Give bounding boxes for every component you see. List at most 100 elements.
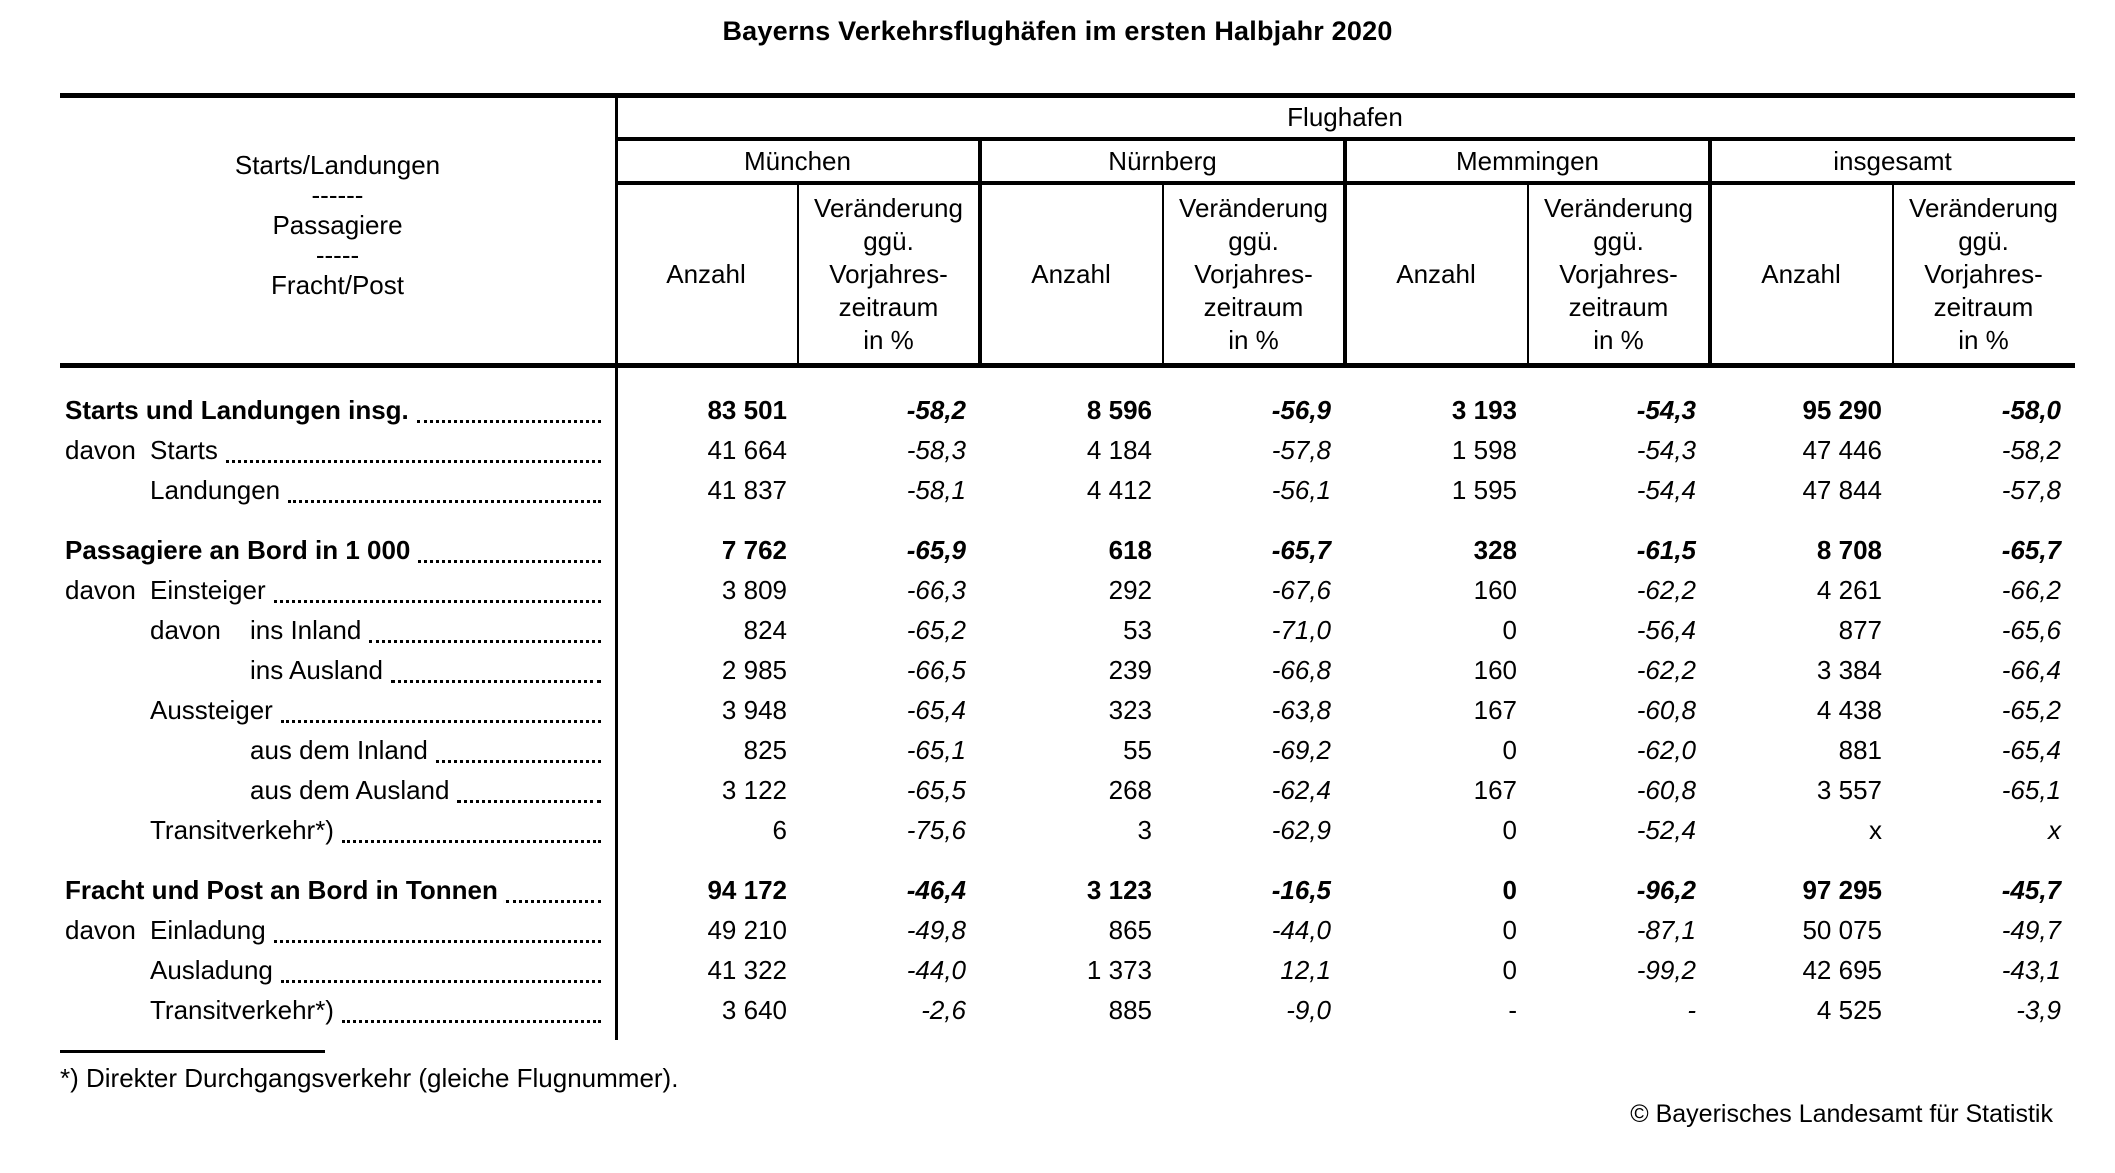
change-value: -56,4	[1636, 615, 1696, 645]
change-value: -69,2	[1271, 735, 1331, 765]
dotted-leader	[288, 477, 601, 503]
row-prefix: davon	[65, 574, 136, 605]
change-value: -65,7	[1271, 535, 1331, 565]
change-value: -62,4	[1271, 775, 1331, 805]
row-label-cell: ins Ausland	[60, 655, 615, 686]
row-label: Landungen	[150, 474, 281, 505]
change-value: -65,1	[2001, 775, 2061, 805]
table-row: davon Einladung 49 210 -49,8 865 -44,0 0 -87,1 5…	[60, 910, 2075, 950]
row-label: Einladung	[150, 914, 266, 945]
row-label: aus dem Ausland	[250, 774, 450, 805]
row-label: Transitverkehr*)	[150, 814, 334, 845]
subheader-line: Vorjahres-	[829, 258, 948, 289]
column-header-memmingen: Memmingen	[1455, 146, 1600, 176]
count-value: 47 844	[1802, 475, 1882, 505]
dotted-leader	[225, 437, 601, 463]
subheader-line: ggü.	[1593, 225, 1644, 256]
change-value: -2,6	[921, 995, 966, 1025]
count-value: 8 708	[1816, 535, 1882, 565]
subheader-line: zeitraum	[1568, 291, 1669, 322]
row-label-cell: Passagiere an Bord in 1 000	[60, 535, 615, 566]
row-label-cell: Fracht und Post an Bord in Tonnen	[60, 875, 615, 906]
subheader-line: zeitraum	[1203, 291, 1304, 322]
count-value: 47 446	[1802, 435, 1882, 465]
change-value: -87,1	[1636, 915, 1696, 945]
row-prefix: davon	[65, 434, 136, 465]
airports-table: Flughafen Starts/Landungen ------ Passag…	[60, 93, 2075, 1040]
change-value: -54,3	[1636, 435, 1696, 465]
change-value: -65,7	[2001, 535, 2061, 565]
change-value: -46,4	[906, 875, 966, 905]
change-value: -49,8	[906, 915, 966, 945]
change-value: 12,1	[1280, 955, 1331, 985]
count-value: 6	[772, 815, 787, 845]
subheader-line: zeitraum	[838, 291, 939, 322]
count-value: 3 948	[721, 695, 787, 725]
column-header-insgesamt: insgesamt	[1833, 146, 1952, 176]
subheader-anzahl-nuernberg: Anzahl	[1031, 258, 1111, 289]
count-value: -	[1508, 995, 1517, 1025]
table-row: Transitverkehr*) 3 640 -2,6 885 -9,0 - - 4 525 -…	[60, 990, 2075, 1030]
subheader-line: Vorjahres-	[1559, 258, 1678, 289]
count-value: 97 295	[1802, 875, 1882, 905]
subheader-line: in %	[863, 324, 914, 355]
row-label: Fracht und Post an Bord in Tonnen	[65, 874, 498, 905]
change-value: -66,2	[2001, 575, 2061, 605]
table-row: ins Ausland 2 985 -66,5 239 -66,8 160 -62,2 3 3…	[60, 650, 2075, 690]
change-value: -58,0	[2001, 395, 2061, 425]
row-label-cell: Transitverkehr*)	[60, 815, 615, 846]
row-label-cell: davon Einladung	[60, 915, 615, 946]
subheader-line: ggü.	[863, 225, 914, 256]
count-value: 8 596	[1086, 395, 1152, 425]
row-label: Ausladung	[150, 954, 273, 985]
change-value: -56,9	[1271, 395, 1331, 425]
row-label-cell: davon Starts	[60, 435, 615, 466]
count-value: 2 985	[721, 655, 787, 685]
change-value: -58,2	[2001, 435, 2061, 465]
count-value: 3 809	[721, 575, 787, 605]
airport-separator-rule	[1343, 137, 1347, 363]
stub-header-divider: ------	[311, 180, 364, 210]
table-row: aus dem Ausland 3 122 -65,5 268 -62,4 167 -60,…	[60, 770, 2075, 810]
change-value: -	[1687, 995, 1696, 1025]
count-value: 4 412	[1086, 475, 1152, 505]
count-value: 50 075	[1802, 915, 1882, 945]
count-value: 0	[1502, 875, 1517, 905]
dotted-leader	[505, 877, 601, 903]
row-label: Starts und Landungen insg.	[65, 394, 409, 425]
change-value: -66,4	[2001, 655, 2061, 685]
count-value: 49 210	[707, 915, 787, 945]
change-value: -75,6	[906, 815, 966, 845]
change-value: -60,8	[1636, 695, 1696, 725]
subheader-line: Vorjahres-	[1194, 258, 1313, 289]
count-value: 877	[1838, 615, 1882, 645]
row-label-cell: Transitverkehr*)	[60, 995, 615, 1026]
row-label: ins Inland	[250, 614, 362, 645]
change-value: -99,2	[1636, 955, 1696, 985]
subheader-veraenderung-insgesamt: Veränderung ggü. Vorjahres-zeitraum in %	[1894, 185, 2073, 363]
subheader-anzahl-insgesamt: Anzahl	[1761, 258, 1841, 289]
count-value: 0	[1502, 815, 1517, 845]
table-row: aus dem Inland 825 -65,1 55 -69,2 0 -62,0 881 -6…	[60, 730, 2075, 770]
count-value: 885	[1108, 995, 1152, 1025]
change-value: -65,6	[2001, 615, 2061, 645]
count-value: 323	[1108, 695, 1152, 725]
row-label: Einsteiger	[150, 574, 266, 605]
change-value: -65,1	[906, 735, 966, 765]
change-value: -66,8	[1271, 655, 1331, 685]
count-value: 3 640	[721, 995, 787, 1025]
count-value: 167	[1473, 775, 1517, 805]
table-top-rule	[60, 93, 2075, 98]
page-title: Bayerns Verkehrsflughäfen im ersten Halb…	[722, 16, 1393, 46]
row-label-cell: davon ins Inland	[60, 615, 615, 646]
dotted-leader	[390, 657, 601, 683]
change-value: x	[2048, 815, 2061, 845]
dotted-leader	[273, 917, 601, 943]
row-label: ins Ausland	[250, 654, 383, 685]
change-value: -57,8	[2001, 475, 2061, 505]
subheader-line: Veränderung	[1909, 192, 2058, 223]
subheader-line: Veränderung	[1179, 192, 1328, 223]
count-value: 41 664	[707, 435, 787, 465]
subcolumn-separator-rule	[1892, 181, 1894, 363]
dotted-leader	[416, 397, 601, 423]
